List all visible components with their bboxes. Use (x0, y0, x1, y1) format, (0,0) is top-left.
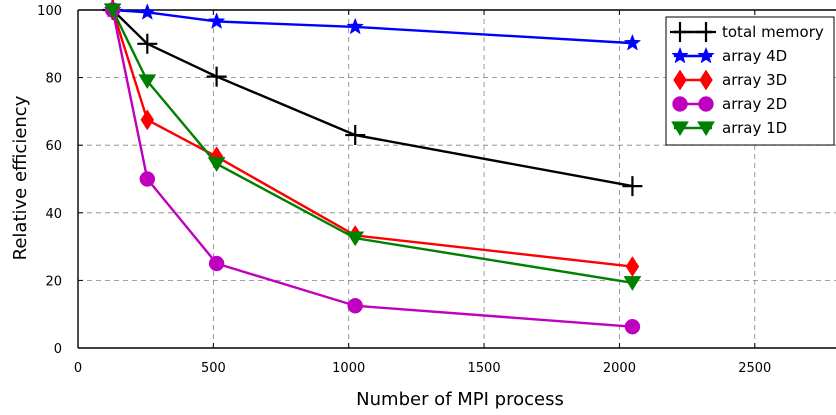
y-axis-label: Relative efficiency (10, 95, 31, 260)
data-point-total-memory (622, 176, 643, 197)
series-line-array-1d (111, 9, 633, 284)
legend-marker (699, 69, 713, 91)
x-axis-label: Number of MPI process (356, 389, 564, 410)
data-point-array-2d (208, 255, 225, 272)
data-point-array-2d (139, 171, 156, 187)
legend-item-array-1d: array 1D (671, 119, 787, 137)
legend: total memory array 4D array 3D array 2D arra… (665, 16, 835, 146)
legend-marker (671, 46, 689, 64)
axes (77, 9, 836, 349)
legend-marker (698, 96, 714, 112)
data-point-array-1d (138, 74, 157, 90)
data-point-array-1d (346, 231, 365, 247)
data-point-array-2d (347, 298, 363, 314)
y-tick-label: 40 (45, 207, 62, 222)
legend-label: array 1D (722, 119, 787, 137)
data-point-array-1d (623, 276, 642, 291)
legend-item-total-memory: total memory (670, 22, 824, 42)
legend-label: array 3D (722, 71, 787, 89)
series-line-array-2d (111, 9, 633, 328)
data-point-array-4d (138, 3, 157, 20)
series-line-array-4d (112, 8, 633, 45)
data-point-array-3d (625, 256, 640, 278)
data-point-array-1d (103, 3, 122, 19)
data-point-total-memory (137, 33, 158, 54)
series-array-2d (104, 2, 641, 335)
x-tick-label: 2500 (738, 361, 771, 376)
x-tick-label: 500 (201, 361, 226, 376)
legend-marker (696, 22, 716, 42)
y-tick-label: 60 (45, 139, 62, 154)
legend-label: array 4D (722, 47, 787, 65)
data-point-array-4d (346, 17, 364, 35)
data-point-array-2d (624, 318, 641, 335)
data-point-array-1d (207, 157, 226, 172)
legend-marker (671, 121, 689, 137)
legend-marker (673, 69, 687, 91)
legend-marker (697, 121, 715, 137)
x-tick-label: 1500 (468, 361, 501, 376)
legend-label: total memory (722, 23, 824, 41)
legend-marker (670, 22, 690, 42)
series-line-total-memory (111, 9, 633, 188)
series-layer (102, 0, 643, 335)
legend-marker (697, 46, 715, 64)
data-point-array-4d (207, 12, 226, 29)
legend-marker (672, 96, 688, 112)
x-tick-label: 1000 (332, 361, 365, 376)
y-tick-label: 100 (37, 4, 62, 19)
y-tick-label: 80 (45, 72, 62, 87)
series-total-memory (102, 0, 643, 197)
data-point-array-3d (140, 109, 155, 131)
data-point-array-4d (623, 33, 642, 51)
x-tick-label: 0 (74, 361, 82, 376)
x-tick-label: 2000 (603, 361, 636, 376)
legend-item-array-3d: array 3D (673, 69, 787, 91)
legend-item-array-4d: array 4D (671, 46, 787, 65)
series-array-1d (103, 3, 642, 291)
data-point-total-memory (345, 125, 366, 146)
series-array-4d (103, 0, 642, 51)
data-point-total-memory (206, 66, 227, 87)
legend-label: array 2D (722, 95, 787, 113)
tick-labels: 0 500 1000 1500 2000 2500 0 20 40 60 80 100 (37, 4, 771, 376)
y-tick-label: 0 (54, 342, 62, 357)
legend-item-array-2d: array 2D (672, 95, 787, 113)
y-tick-label: 20 (45, 274, 62, 289)
